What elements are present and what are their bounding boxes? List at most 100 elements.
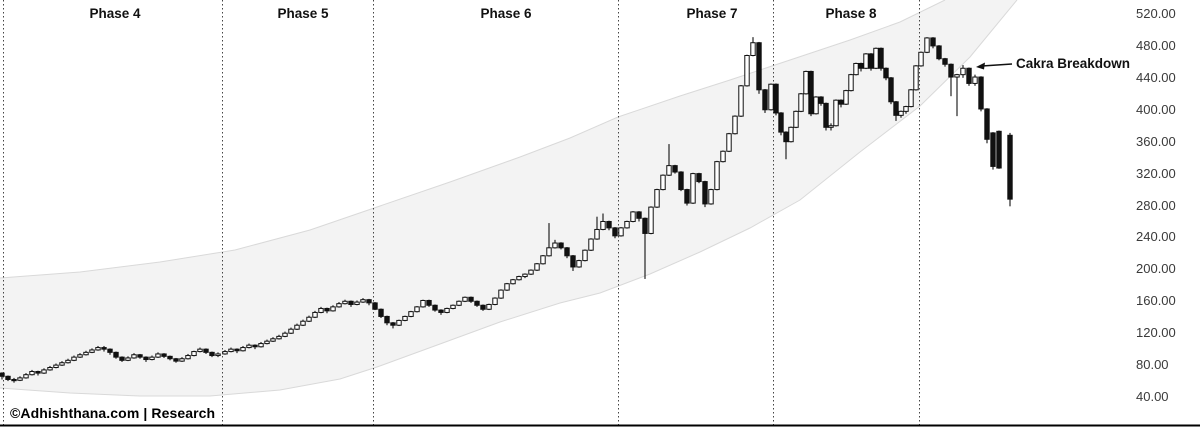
candle-body	[23, 374, 29, 379]
candle-body	[788, 126, 794, 143]
candle-body	[432, 304, 438, 311]
candle-body	[708, 189, 714, 205]
candle-body	[107, 348, 113, 353]
candle-body	[366, 299, 372, 304]
candle-body	[486, 303, 492, 310]
candle-body	[720, 150, 726, 163]
candle-body	[582, 249, 588, 262]
candle-body	[570, 255, 576, 268]
candle-body	[312, 311, 318, 318]
candle-body	[0, 372, 5, 377]
candle-body	[498, 289, 504, 299]
candle-body	[978, 76, 984, 110]
candle-body	[624, 220, 630, 229]
candle-body	[660, 174, 666, 191]
candle-body	[918, 51, 924, 67]
candle-body	[47, 367, 53, 371]
candle-body	[972, 76, 978, 84]
candle-body	[378, 308, 384, 317]
candle-body	[534, 263, 540, 271]
candle-body	[209, 351, 215, 357]
candle-body	[793, 110, 799, 128]
candle-body	[222, 351, 228, 355]
candle-body	[59, 362, 65, 366]
candle-body	[29, 371, 35, 376]
candle-body	[420, 299, 426, 308]
candle-body	[868, 53, 874, 69]
candle-body	[396, 319, 402, 326]
candle-body	[342, 300, 348, 305]
candle-body	[966, 67, 972, 84]
candle-body	[191, 351, 197, 357]
candle-body	[95, 347, 101, 351]
candle-body	[666, 165, 672, 176]
candle-body	[654, 189, 660, 208]
candle-body	[354, 301, 360, 305]
candle-body	[474, 300, 480, 306]
trend-band-lower-edge	[0, 0, 1018, 397]
candle-body	[167, 355, 173, 360]
cakra-breakdown-annotation: Cakra Breakdown	[1016, 56, 1131, 71]
y-axis-tick-label: 120.00	[1136, 325, 1176, 341]
candle-body	[798, 93, 804, 112]
candle-body	[714, 161, 720, 191]
candle-body	[823, 102, 829, 128]
candle-body	[282, 332, 288, 337]
y-axis-tick-label: 160.00	[1136, 293, 1176, 309]
candle-body	[528, 269, 534, 275]
candle-body	[843, 90, 849, 105]
candle-body	[426, 299, 432, 306]
candle-body	[600, 220, 606, 230]
y-axis-tick-label: 40.00	[1136, 389, 1169, 405]
candle-body	[324, 307, 330, 312]
candle-body	[853, 62, 859, 76]
candle-body	[630, 211, 636, 222]
candle-body	[149, 356, 155, 361]
candle-body	[750, 42, 756, 56]
candle-body	[360, 299, 366, 303]
candle-body	[143, 356, 149, 361]
candle-body	[552, 242, 558, 249]
candle-body	[954, 74, 960, 78]
candle-body	[246, 344, 252, 349]
candle-body	[936, 45, 942, 60]
candle-body	[903, 106, 909, 112]
candle-body	[456, 300, 462, 306]
candle-body	[203, 348, 209, 353]
candle-body	[883, 67, 889, 79]
y-axis-tick-label: 400.00	[1136, 101, 1176, 117]
phase-label: Phase 8	[825, 6, 877, 21]
candle-body	[893, 101, 899, 116]
candle-body	[197, 348, 203, 353]
candle-body	[588, 238, 594, 251]
candle-body	[898, 110, 904, 116]
candle-body	[594, 228, 600, 240]
candle-body	[161, 353, 167, 357]
candle-body	[234, 348, 240, 352]
candle-body	[684, 189, 690, 204]
candle-body	[258, 343, 264, 348]
phase-label: Phase 4	[89, 6, 141, 21]
candle-body	[642, 217, 648, 234]
candle-body	[77, 354, 83, 358]
y-axis-tick-label: 280.00	[1136, 197, 1176, 213]
candle-body	[137, 354, 143, 358]
candle-body	[300, 320, 306, 326]
candle-body	[996, 130, 1002, 169]
candle-body	[690, 173, 696, 204]
candle-body	[990, 132, 996, 167]
candle-body	[726, 133, 732, 152]
candle-body	[768, 83, 774, 111]
candle-body	[240, 347, 246, 352]
candle-body	[348, 300, 354, 305]
candle-body	[618, 227, 624, 237]
candle-body	[510, 279, 516, 285]
candle-body	[444, 307, 450, 313]
candle-body	[942, 58, 948, 65]
candle-body	[540, 255, 546, 265]
candle-body	[913, 65, 919, 91]
candle-body	[17, 377, 23, 381]
candle-body	[288, 328, 294, 334]
phase-label: Phase 5	[277, 6, 329, 21]
y-axis-tick-label: 480.00	[1136, 37, 1176, 53]
